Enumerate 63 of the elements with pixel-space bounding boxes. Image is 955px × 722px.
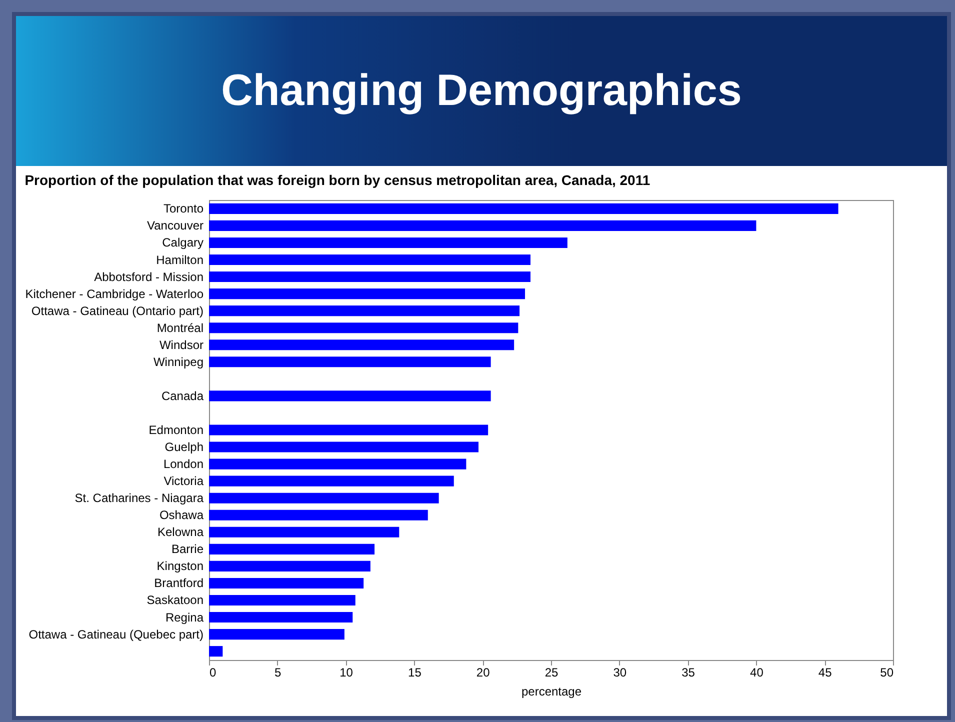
y-tick-label: Saskatoon (146, 593, 204, 608)
x-tick-label: 25 (544, 666, 558, 680)
bar (209, 458, 466, 470)
y-tick-label: Barrie (171, 542, 204, 556)
y-tick-label: Toronto (163, 202, 204, 216)
chart-title: Changing Demographics (221, 66, 742, 116)
bar (209, 203, 838, 214)
x-tick-label: 5 (274, 666, 282, 680)
bar (209, 390, 491, 402)
y-tick-label: St. Catharines - Niagara (74, 491, 204, 506)
bar (209, 629, 344, 640)
x-tick-label: 50 (880, 666, 894, 680)
bar (209, 322, 518, 334)
y-tick-label: Victoria (164, 474, 204, 488)
x-tick-label: 15 (408, 666, 422, 680)
y-tick-label: Oshawa (159, 508, 204, 522)
bar (209, 578, 364, 588)
bar (209, 646, 223, 657)
bar (209, 594, 356, 606)
y-tick-label: Kingston (156, 559, 204, 574)
x-tick-label: 35 (682, 666, 696, 680)
x-tick-label: 40 (750, 666, 764, 680)
y-tick-label: Guelph (164, 440, 204, 454)
x-tick-label: 0 (210, 666, 216, 680)
y-tick-label: Hamilton (156, 252, 204, 267)
x-tick-label: 20 (476, 666, 490, 680)
y-tick-label: Kelowna (157, 525, 204, 540)
y-tick-label: Montréal (156, 320, 204, 335)
bar (209, 272, 530, 282)
bar (209, 510, 428, 520)
bar (209, 220, 756, 231)
y-tick-label: Canada (161, 388, 204, 403)
bar (209, 544, 375, 554)
y-tick-label: Abbotsford - Mission (94, 270, 204, 284)
bar (209, 526, 400, 538)
bar (209, 237, 568, 248)
y-tick-label: Ottawa - Gatineau (Quebec part) (28, 627, 204, 642)
bar (209, 476, 454, 486)
y-tick-label: Windsor (159, 338, 204, 352)
bar (209, 288, 526, 300)
bar (209, 356, 491, 368)
y-tick-label: Ottawa - Gatineau (Ontario part) (31, 304, 204, 318)
y-tick-label: Calgary (162, 236, 204, 250)
x-tick-label: 45 (818, 666, 832, 680)
y-tick-label: Kitchener - Cambridge - Waterloo (25, 286, 204, 301)
chart-subtitle: Proportion of the population that was foreign born by census metropolitan area, Canada, 2011 (24, 172, 650, 188)
x-tick-label: 30 (613, 666, 627, 680)
x-tick-label: 10 (340, 666, 354, 680)
y-tick-label: Brantford (154, 576, 204, 590)
bar (209, 306, 520, 316)
y-tick-label: Winnipeg (153, 354, 204, 369)
bar (209, 424, 488, 436)
y-tick-label: London (163, 457, 204, 472)
bar (209, 254, 530, 266)
bar (209, 612, 353, 623)
bar (209, 442, 478, 452)
y-tick-label: Regina (165, 610, 204, 624)
bar (209, 560, 370, 572)
y-tick-label: Vancouver (147, 218, 204, 233)
x-axis-title: percentage (521, 684, 582, 698)
bar (209, 492, 439, 504)
bar (209, 340, 514, 350)
y-tick-label: Edmonton (148, 423, 204, 437)
